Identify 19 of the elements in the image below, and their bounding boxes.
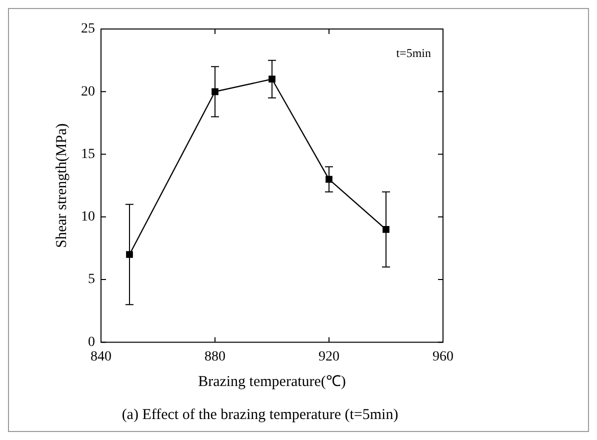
x-axis-title: Brazing temperature(℃) [198,374,346,390]
point [382,226,390,233]
y-tick-label: 25 [81,22,95,37]
y-tick-label: 10 [81,210,95,225]
y-tick-label: 20 [81,84,95,100]
point [126,251,133,258]
y-tick-label: 15 [81,146,95,162]
y-tick-label: 5 [88,272,95,288]
y-axis-title: Shear strength(MPa) [54,123,70,248]
text: (a) Effect of the brazing temperature (t=5min) [122,407,398,423]
annotation: t=5min [396,46,431,60]
point [268,76,276,83]
x-tick-label: 920 [318,349,340,364]
point [326,176,332,183]
x-tick-label: 960 [432,349,454,364]
x-tick-label: 840 [90,349,112,364]
point [212,88,218,96]
y-tick-label: 0 [88,334,95,350]
x-tick-label: 880 [204,349,226,364]
